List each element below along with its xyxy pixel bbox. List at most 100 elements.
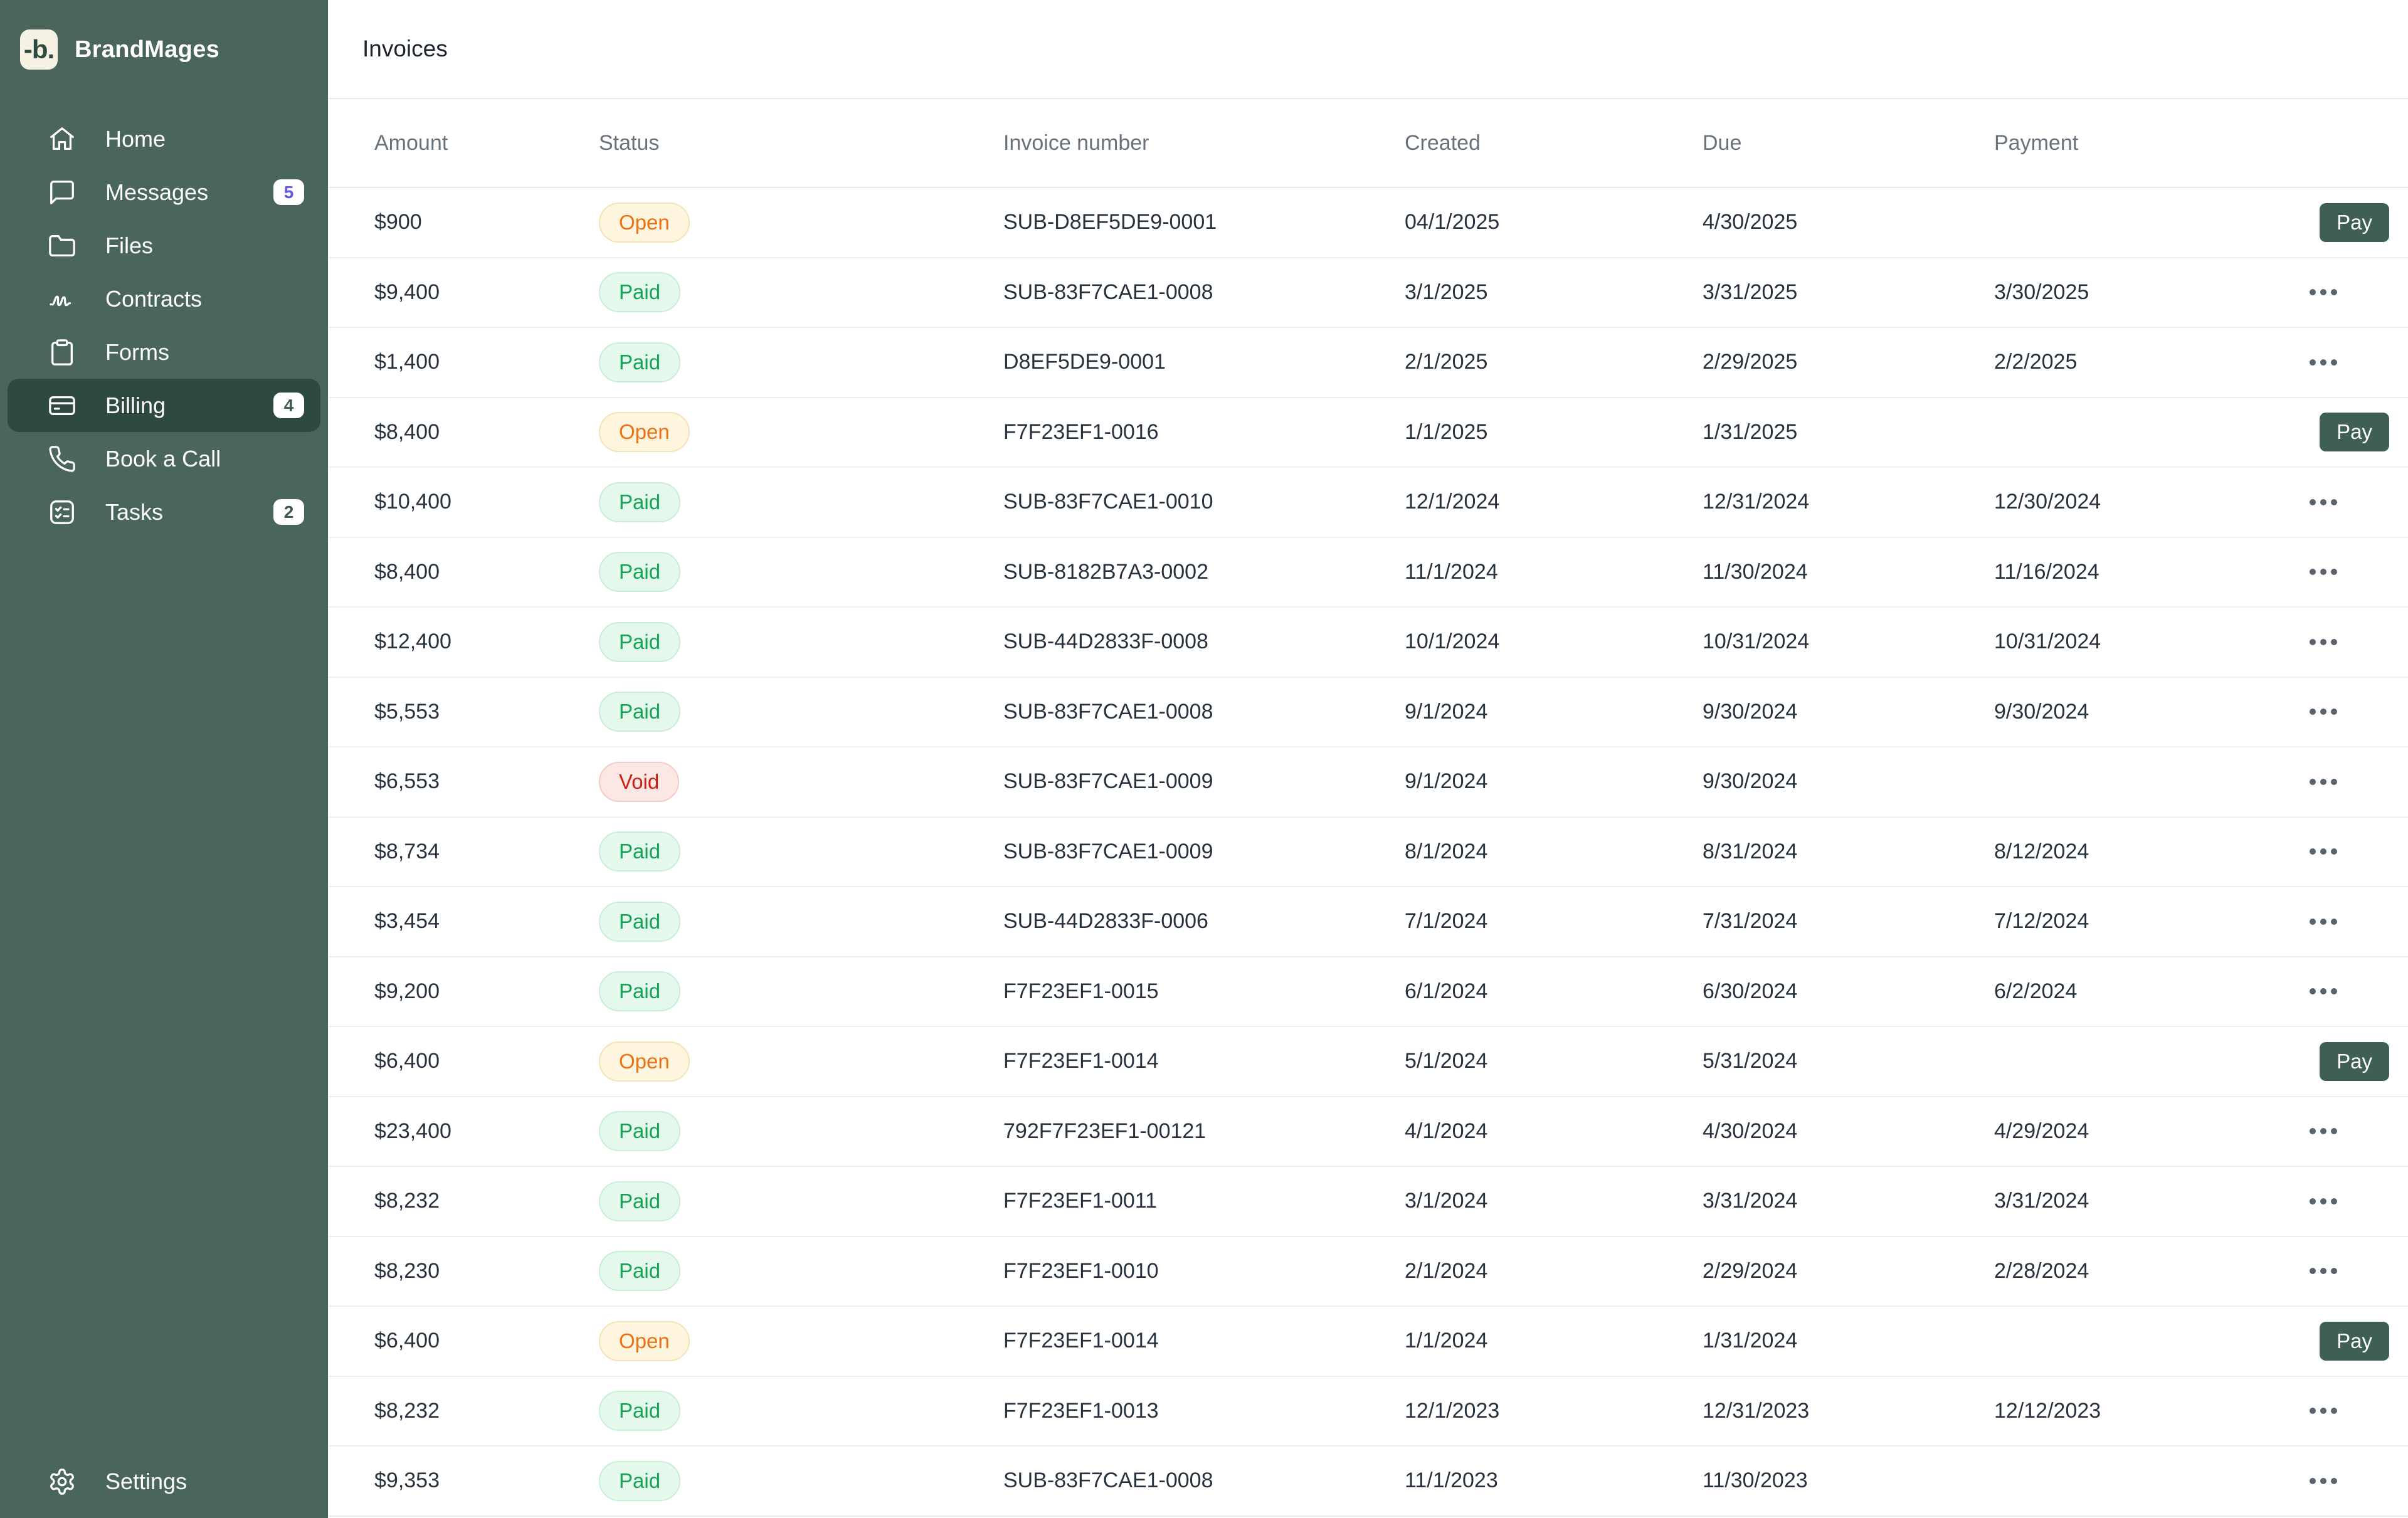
invoice-due: 8/31/2024: [1703, 839, 1798, 863]
table-row: $9,400 Paid SUB-83F7CAE1-0008 3/1/2025 3…: [328, 256, 2408, 327]
invoice-payment: 7/12/2024: [1994, 909, 2089, 934]
row-menu-button[interactable]: [2303, 283, 2343, 302]
row-menu-button[interactable]: [2303, 562, 2343, 581]
table-row: $900 Open SUB-D8EF5DE9-0001 04/1/2025 4/…: [328, 187, 2408, 257]
status-badge: Paid: [599, 1391, 681, 1431]
messages-count-badge: 5: [273, 179, 304, 205]
row-menu-button[interactable]: [2303, 842, 2343, 861]
row-menu-button[interactable]: [2303, 982, 2343, 1001]
invoice-created: 6/1/2024: [1405, 979, 1488, 1003]
sidebar-item-contracts[interactable]: Contracts: [8, 272, 320, 325]
status-badge: Paid: [599, 901, 681, 942]
row-menu-button[interactable]: [2303, 702, 2343, 721]
table-row: $6,553 Void SUB-83F7CAE1-0009 9/1/2024 9…: [328, 746, 2408, 816]
dot-icon: [2310, 778, 2316, 785]
sidebar-item-forms[interactable]: Forms: [8, 325, 320, 379]
invoice-table-body: $900 Open SUB-D8EF5DE9-0001 04/1/2025 4/…: [328, 187, 2408, 1517]
status-badge: Open: [599, 412, 690, 453]
dot-icon: [2310, 918, 2316, 925]
dot-icon: [2320, 1477, 2326, 1484]
invoice-status-cell: Paid: [599, 272, 1003, 313]
invoice-due: 3/31/2024: [1703, 1189, 1798, 1213]
sidebar: -b. BrandMages Home Messages 5 Files: [0, 0, 328, 1518]
row-menu-button[interactable]: [2303, 633, 2343, 651]
invoice-due: 4/30/2025: [1703, 210, 1798, 235]
invoice-status-cell: Paid: [599, 1181, 1003, 1221]
invoice-status-cell: Paid: [599, 971, 1003, 1012]
invoice-payment: 9/30/2024: [1994, 699, 2089, 724]
invoice-amount: $900: [374, 210, 422, 235]
invoice-created: 2/1/2024: [1405, 1258, 1488, 1283]
invoice-amount: $3,454: [374, 909, 440, 934]
invoice-actions-cell: Pay: [2258, 1041, 2389, 1081]
sidebar-item-book-a-call[interactable]: Book a Call: [8, 432, 320, 485]
sidebar-footer: Settings: [0, 1455, 328, 1518]
status-badge: Paid: [599, 971, 681, 1012]
dot-icon: [2310, 569, 2316, 576]
dot-icon: [2320, 498, 2326, 505]
brand-name: BrandMages: [75, 36, 220, 63]
invoice-actions-cell: [2258, 842, 2389, 861]
status-badge: Paid: [599, 482, 681, 522]
sidebar-item-label: Messages: [105, 179, 209, 205]
invoice-amount: $10,400: [374, 490, 452, 514]
status-badge: Open: [599, 1041, 690, 1082]
invoice-created: 5/1/2024: [1405, 1049, 1488, 1073]
invoice-number: F7F23EF1-0013: [1003, 1398, 1159, 1423]
dot-icon: [2310, 709, 2316, 715]
pay-button[interactable]: Pay: [2320, 413, 2389, 452]
dot-icon: [2331, 918, 2337, 925]
row-menu-button[interactable]: [2303, 1192, 2343, 1211]
invoice-status-cell: Paid: [599, 1460, 1003, 1501]
pay-button[interactable]: Pay: [2320, 1041, 2389, 1081]
sidebar-item-settings[interactable]: Settings: [8, 1455, 320, 1508]
pay-button[interactable]: Pay: [2320, 203, 2389, 242]
dot-icon: [2331, 988, 2337, 995]
invoice-due: 1/31/2024: [1703, 1329, 1798, 1353]
sidebar-item-tasks[interactable]: Tasks 2: [8, 485, 320, 539]
invoice-amount: $9,353: [374, 1468, 440, 1493]
invoice-actions-cell: [2258, 493, 2389, 512]
invoice-amount: $12,400: [374, 630, 452, 654]
dot-icon: [2310, 638, 2316, 645]
invoice-amount: $23,400: [374, 1119, 452, 1143]
sidebar-item-billing[interactable]: Billing 4: [8, 379, 320, 432]
invoice-created: 2/1/2025: [1405, 350, 1488, 374]
dot-icon: [2320, 709, 2326, 715]
invoice-payment: 12/12/2023: [1994, 1398, 2101, 1423]
row-menu-button[interactable]: [2303, 772, 2343, 791]
invoice-created: 8/1/2024: [1405, 839, 1488, 863]
sidebar-item-home[interactable]: Home: [8, 112, 320, 166]
dot-icon: [2331, 1128, 2337, 1135]
invoice-payment: 12/30/2024: [1994, 490, 2101, 514]
dot-icon: [2331, 1477, 2337, 1484]
row-menu-button[interactable]: [2303, 1401, 2343, 1420]
title-bar: Invoices: [328, 0, 2408, 99]
column-header-amount: Amount: [374, 130, 448, 155]
pay-button[interactable]: Pay: [2320, 1321, 2389, 1361]
status-badge: Open: [599, 1320, 690, 1361]
row-menu-button[interactable]: [2303, 493, 2343, 512]
sidebar-item-label: Files: [105, 232, 154, 258]
invoice-actions-cell: [2258, 772, 2389, 791]
invoice-amount: $6,400: [374, 1329, 440, 1353]
invoice-status-cell: Open: [599, 1041, 1003, 1082]
table-header: Amount Status Invoice number Created Due…: [328, 99, 2408, 187]
invoice-due: 1/31/2025: [1703, 419, 1798, 444]
folder-icon: [48, 231, 77, 260]
invoice-created: 11/1/2023: [1405, 1468, 1498, 1493]
row-menu-button[interactable]: [2303, 912, 2343, 931]
sidebar-item-files[interactable]: Files: [8, 219, 320, 272]
row-menu-button[interactable]: [2303, 1262, 2343, 1280]
invoice-created: 3/1/2025: [1405, 280, 1488, 304]
tasks-count-badge: 2: [273, 499, 304, 525]
invoice-status-cell: Paid: [599, 1251, 1003, 1292]
gear-icon: [48, 1467, 77, 1496]
row-menu-button[interactable]: [2303, 1472, 2343, 1490]
dot-icon: [2310, 988, 2316, 995]
row-menu-button[interactable]: [2303, 1122, 2343, 1141]
row-menu-button[interactable]: [2303, 353, 2343, 372]
invoice-amount: $8,232: [374, 1189, 440, 1213]
invoice-number: SUB-8182B7A3-0002: [1003, 559, 1209, 584]
sidebar-item-messages[interactable]: Messages 5: [8, 166, 320, 219]
